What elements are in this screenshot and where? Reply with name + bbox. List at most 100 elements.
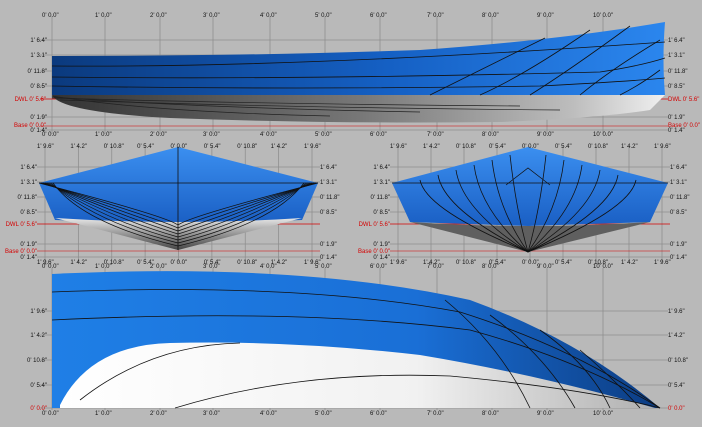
body-topsides bbox=[39, 147, 318, 224]
plan-left-tick: 1' 4.2" bbox=[30, 333, 47, 339]
body-section-line bbox=[505, 167, 551, 186]
body-section-line bbox=[46, 182, 179, 238]
plan-left-tick: 0' 0.0" bbox=[30, 406, 47, 412]
profile-top-tick: 1' 0.0" bbox=[95, 13, 112, 19]
plan-top-tick: 5' 0.0" bbox=[315, 264, 332, 270]
plan-station bbox=[539, 329, 611, 409]
plan-bottom-tick: 7' 0.0" bbox=[427, 411, 444, 417]
profile-top-tick: 7' 0.0" bbox=[427, 13, 444, 19]
body-bottom-tick: 1' 4.2" bbox=[423, 260, 440, 266]
profile-top-tick: 3' 0.0" bbox=[203, 13, 220, 19]
profile-waterline bbox=[51, 57, 666, 79]
body-top-tick: 1' 9.6" bbox=[304, 144, 321, 150]
body-section-line bbox=[419, 179, 529, 253]
profile-left-tick: 1' 6.4" bbox=[30, 38, 47, 44]
body-top-tick: 1' 4.2" bbox=[70, 144, 87, 150]
body-bottom-tick: 1' 4.2" bbox=[70, 260, 87, 266]
body-left-tick: 0' 8.5" bbox=[20, 210, 37, 216]
plan-waterline bbox=[174, 374, 661, 409]
profile-dwl-label: DWL 0' 5.6" bbox=[15, 97, 46, 103]
body-section-line bbox=[177, 182, 317, 229]
body-section-line bbox=[527, 154, 547, 253]
body-top-tick: 0' 10.8" bbox=[456, 144, 476, 150]
profile-buttock bbox=[51, 95, 331, 117]
plan-waterline bbox=[79, 342, 241, 401]
profile-station bbox=[579, 39, 661, 96]
body-base-label: Base 0' 0.0" bbox=[5, 249, 37, 255]
profile-right-tick: 0' 1.9" bbox=[668, 115, 685, 121]
plan-bottom-tick: 10' 0.0" bbox=[593, 411, 613, 417]
body-top-tick: 0' 5.4" bbox=[489, 144, 506, 150]
profile-top-tick: 8' 0.0" bbox=[482, 13, 499, 19]
body-left-tick: 0' 1.9" bbox=[20, 242, 37, 248]
body-left-tick: 0' 8.5" bbox=[373, 210, 390, 216]
plan-top-tick: 8' 0.0" bbox=[482, 264, 499, 270]
profile-bottom-tick: 0' 0.0" bbox=[42, 132, 59, 138]
body-right-tick: 0' 1.4" bbox=[320, 255, 337, 261]
plan-top-tick: 10' 0.0" bbox=[593, 264, 613, 270]
body-section-line bbox=[38, 182, 179, 226]
plan-top-tick: 6' 0.0" bbox=[370, 264, 387, 270]
plan-underbody bbox=[60, 342, 655, 408]
body-top-tick: 1' 9.6" bbox=[654, 144, 671, 150]
body-top-tick: 1' 9.6" bbox=[390, 144, 407, 150]
profile-top-tick: 6' 0.0" bbox=[370, 13, 387, 19]
body-top-tick: 0' 5.4" bbox=[204, 144, 221, 150]
profile-bottom-tick: 1' 0.0" bbox=[95, 132, 112, 138]
body-left-tick: 0' 1.4" bbox=[373, 255, 390, 261]
body-left-tick: 1' 3.1" bbox=[373, 180, 390, 186]
profile-right-tick: 1' 3.1" bbox=[668, 53, 685, 59]
profile-left-tick: 1' 3.1" bbox=[30, 53, 47, 59]
body-bottom-tick: 0' 5.4" bbox=[137, 260, 154, 266]
body-bottom-tick: 1' 9.6" bbox=[37, 260, 54, 266]
body-base-label: Base 0' 0.0" bbox=[358, 249, 390, 255]
profile-top-tick: 5' 0.0" bbox=[315, 13, 332, 19]
body-top-tick: 0' 10.8" bbox=[237, 144, 257, 150]
plan-right-tick: 1' 4.2" bbox=[668, 333, 685, 339]
body-section-line bbox=[527, 179, 637, 253]
body-top-tick: 1' 4.2" bbox=[271, 144, 288, 150]
profile-dwl-label: DWL 0' 5.6" bbox=[668, 97, 699, 103]
body-right-tick: 0' 11.8" bbox=[670, 195, 690, 201]
body-bottom-tick: 0' 10.8" bbox=[588, 260, 608, 266]
body-topsides bbox=[392, 147, 668, 226]
body-left-tick: 0' 1.4" bbox=[20, 255, 37, 261]
body-left-tick: 1' 6.4" bbox=[20, 165, 37, 171]
body-dwl-label: DWL 0' 5.6" bbox=[6, 222, 37, 228]
profile-right-tick: 0' 11.8" bbox=[668, 69, 688, 75]
plan-top-tick: 9' 0.0" bbox=[537, 264, 554, 270]
body-section-line bbox=[527, 169, 601, 253]
profile-right-tick: 1' 6.4" bbox=[668, 38, 685, 44]
body-section-line bbox=[473, 164, 529, 253]
plan-bottom-tick: 0' 0.0" bbox=[42, 411, 59, 417]
profile-bottom-tick: 7' 0.0" bbox=[427, 132, 444, 138]
profile-station bbox=[619, 69, 661, 96]
plan-top-tick: 0' 0.0" bbox=[42, 264, 59, 270]
plan-left-tick: 0' 5.4" bbox=[30, 383, 47, 389]
body-bottom-tick: 0' 5.4" bbox=[555, 260, 572, 266]
plan-top-tick: 3' 0.0" bbox=[203, 264, 220, 270]
plan-bottom-tick: 5' 0.0" bbox=[315, 411, 332, 417]
body-top-tick: 1' 9.6" bbox=[37, 144, 54, 150]
body-right-tick: 0' 1.9" bbox=[320, 242, 337, 248]
profile-station bbox=[479, 29, 591, 96]
plan-station bbox=[579, 349, 641, 409]
profile-waterline bbox=[51, 41, 666, 67]
profile-right-tick: 0' 8.5" bbox=[668, 84, 685, 90]
body-bottom-tick: 0' 10.8" bbox=[237, 260, 257, 266]
body-right-tick: 1' 3.1" bbox=[320, 180, 337, 186]
profile-station bbox=[529, 25, 631, 96]
body-section-line bbox=[491, 159, 529, 253]
body-section-line bbox=[509, 154, 529, 253]
profile-station bbox=[429, 37, 546, 96]
body-top-tick: 0' 0.0" bbox=[171, 144, 188, 150]
profile-base-label: Base 0' 0.0" bbox=[14, 123, 46, 129]
plan-bottom-tick: 4' 0.0" bbox=[260, 411, 277, 417]
profile-bottom-tick: 4' 0.0" bbox=[260, 132, 277, 138]
plan-bottom-tick: 8' 0.0" bbox=[482, 411, 499, 417]
body-bottom-tick: 0' 5.4" bbox=[204, 260, 221, 266]
body-bottom-tick: 1' 9.6" bbox=[654, 260, 671, 266]
plan-top-tick: 4' 0.0" bbox=[260, 264, 277, 270]
